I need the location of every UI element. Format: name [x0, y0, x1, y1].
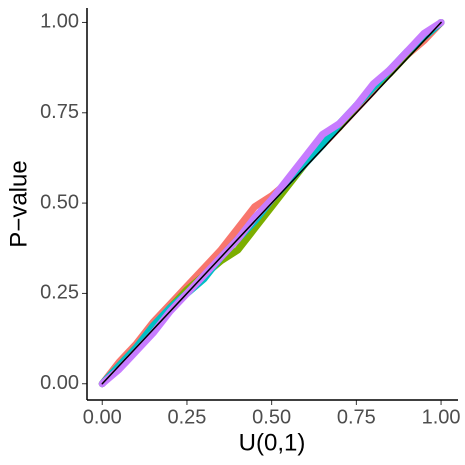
y-axis-title: P−value — [5, 160, 32, 247]
x-tick-label: 0.50 — [252, 406, 291, 428]
qq-line — [98, 18, 445, 388]
x-tick-label: 0.25 — [167, 406, 206, 428]
y-tick-label: 0.50 — [40, 191, 79, 213]
x-tick-label: 0.00 — [83, 406, 122, 428]
y-tick-label: 0.75 — [40, 101, 79, 123]
y-tick-label: 0.25 — [40, 282, 79, 304]
y-tick-label: 1.00 — [40, 11, 79, 33]
x-tick-label: 1.00 — [422, 406, 461, 428]
x-tick-label: 0.75 — [337, 406, 376, 428]
reference-line — [101, 21, 442, 385]
x-axis-title: U(0,1) — [239, 429, 306, 456]
y-tick-label: 0.00 — [40, 372, 79, 394]
